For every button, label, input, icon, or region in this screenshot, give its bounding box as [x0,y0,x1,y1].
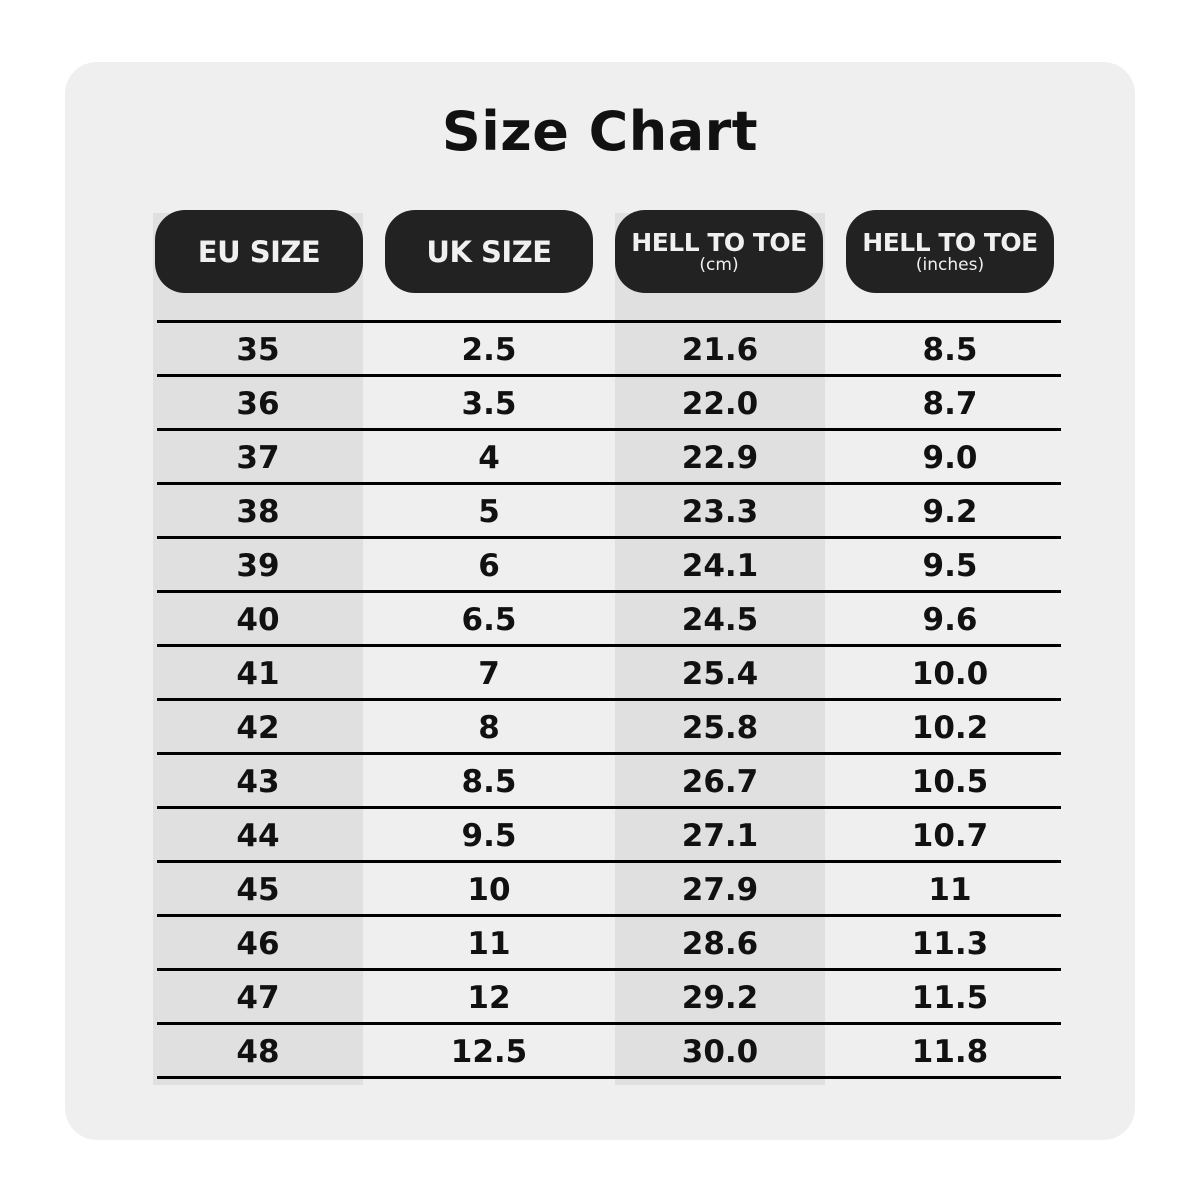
cell-uk-size: 12.5 [450,1033,528,1070]
cell-eu-size: 39 [236,547,280,584]
cell-cm: 30.0 [681,1033,759,1070]
cell-eu-size: 46 [236,925,280,962]
cell-uk-size: 6.5 [461,601,517,638]
header-label: HELL TO TOE [862,227,1038,257]
cell-eu-size: 47 [236,979,280,1016]
cell-inches: 8.7 [922,385,978,422]
cell-cm: 26.7 [681,763,759,800]
header-heel-to-toe-cm: HELL TO TOE (cm) [615,210,823,293]
cell-cm: 24.1 [681,547,759,584]
cell-cm: 28.6 [681,925,759,962]
row-divider [157,968,1061,971]
row-divider [157,536,1061,539]
row-divider [157,914,1061,917]
header-label: EU SIZE [197,234,321,269]
cell-uk-size: 12 [467,979,511,1016]
cell-eu-size: 40 [236,601,280,638]
cell-uk-size: 10 [467,871,511,908]
cell-uk-size: 6 [478,547,500,584]
header-label: HELL TO TOE [631,227,807,257]
row-divider [157,482,1061,485]
cell-cm: 25.4 [681,655,759,692]
cell-uk-size: 8.5 [461,763,517,800]
cell-eu-size: 43 [236,763,280,800]
cell-cm: 29.2 [681,979,759,1016]
row-divider [157,1022,1061,1025]
cell-inches: 10.2 [911,709,989,746]
cell-uk-size: 2.5 [461,331,517,368]
cell-cm: 23.3 [681,493,759,530]
row-divider [157,752,1061,755]
cell-cm: 25.8 [681,709,759,746]
cell-cm: 27.9 [681,871,759,908]
cell-uk-size: 5 [478,493,500,530]
header-unit: (inches) [915,254,985,275]
header-uk-size: UK SIZE [385,210,593,293]
cell-uk-size: 4 [478,439,500,476]
cell-cm: 24.5 [681,601,759,638]
cell-inches: 10.5 [911,763,989,800]
cell-inches: 8.5 [922,331,978,368]
row-divider [157,806,1061,809]
cell-eu-size: 41 [236,655,280,692]
header-eu-size: EU SIZE [155,210,363,293]
cell-cm: 27.1 [681,817,759,854]
row-divider [157,644,1061,647]
cell-inches: 11.3 [911,925,989,962]
cell-eu-size: 44 [236,817,280,854]
cell-uk-size: 9.5 [461,817,517,854]
cell-eu-size: 42 [236,709,280,746]
cell-inches: 11.8 [911,1033,989,1070]
cell-uk-size: 8 [478,709,500,746]
header-heel-to-toe-inches: HELL TO TOE (inches) [846,210,1054,293]
row-divider [157,428,1061,431]
header-unit: (cm) [699,254,739,275]
cell-eu-size: 45 [236,871,280,908]
cell-inches: 9.2 [922,493,978,530]
cell-cm: 22.9 [681,439,759,476]
cell-uk-size: 3.5 [461,385,517,422]
column-shade-eu [153,213,363,1085]
cell-eu-size: 36 [236,385,280,422]
cell-inches: 11.5 [911,979,989,1016]
cell-inches: 10.0 [911,655,989,692]
row-divider [157,590,1061,593]
row-divider [157,860,1061,863]
cell-inches: 11 [928,871,972,908]
row-divider [157,320,1061,323]
cell-inches: 9.0 [922,439,978,476]
cell-cm: 21.6 [681,331,759,368]
header-label: UK SIZE [426,234,552,269]
cell-inches: 10.7 [911,817,989,854]
cell-eu-size: 37 [236,439,280,476]
cell-eu-size: 35 [236,331,280,368]
cell-uk-size: 7 [478,655,500,692]
row-divider [157,374,1061,377]
cell-eu-size: 48 [236,1033,280,1070]
column-shade-cm [615,213,825,1085]
cell-inches: 9.6 [922,601,978,638]
page-title: Size Chart [441,100,759,163]
cell-cm: 22.0 [681,385,759,422]
row-divider [157,1076,1061,1079]
row-divider [157,698,1061,701]
cell-uk-size: 11 [467,925,511,962]
cell-eu-size: 38 [236,493,280,530]
cell-inches: 9.5 [922,547,978,584]
